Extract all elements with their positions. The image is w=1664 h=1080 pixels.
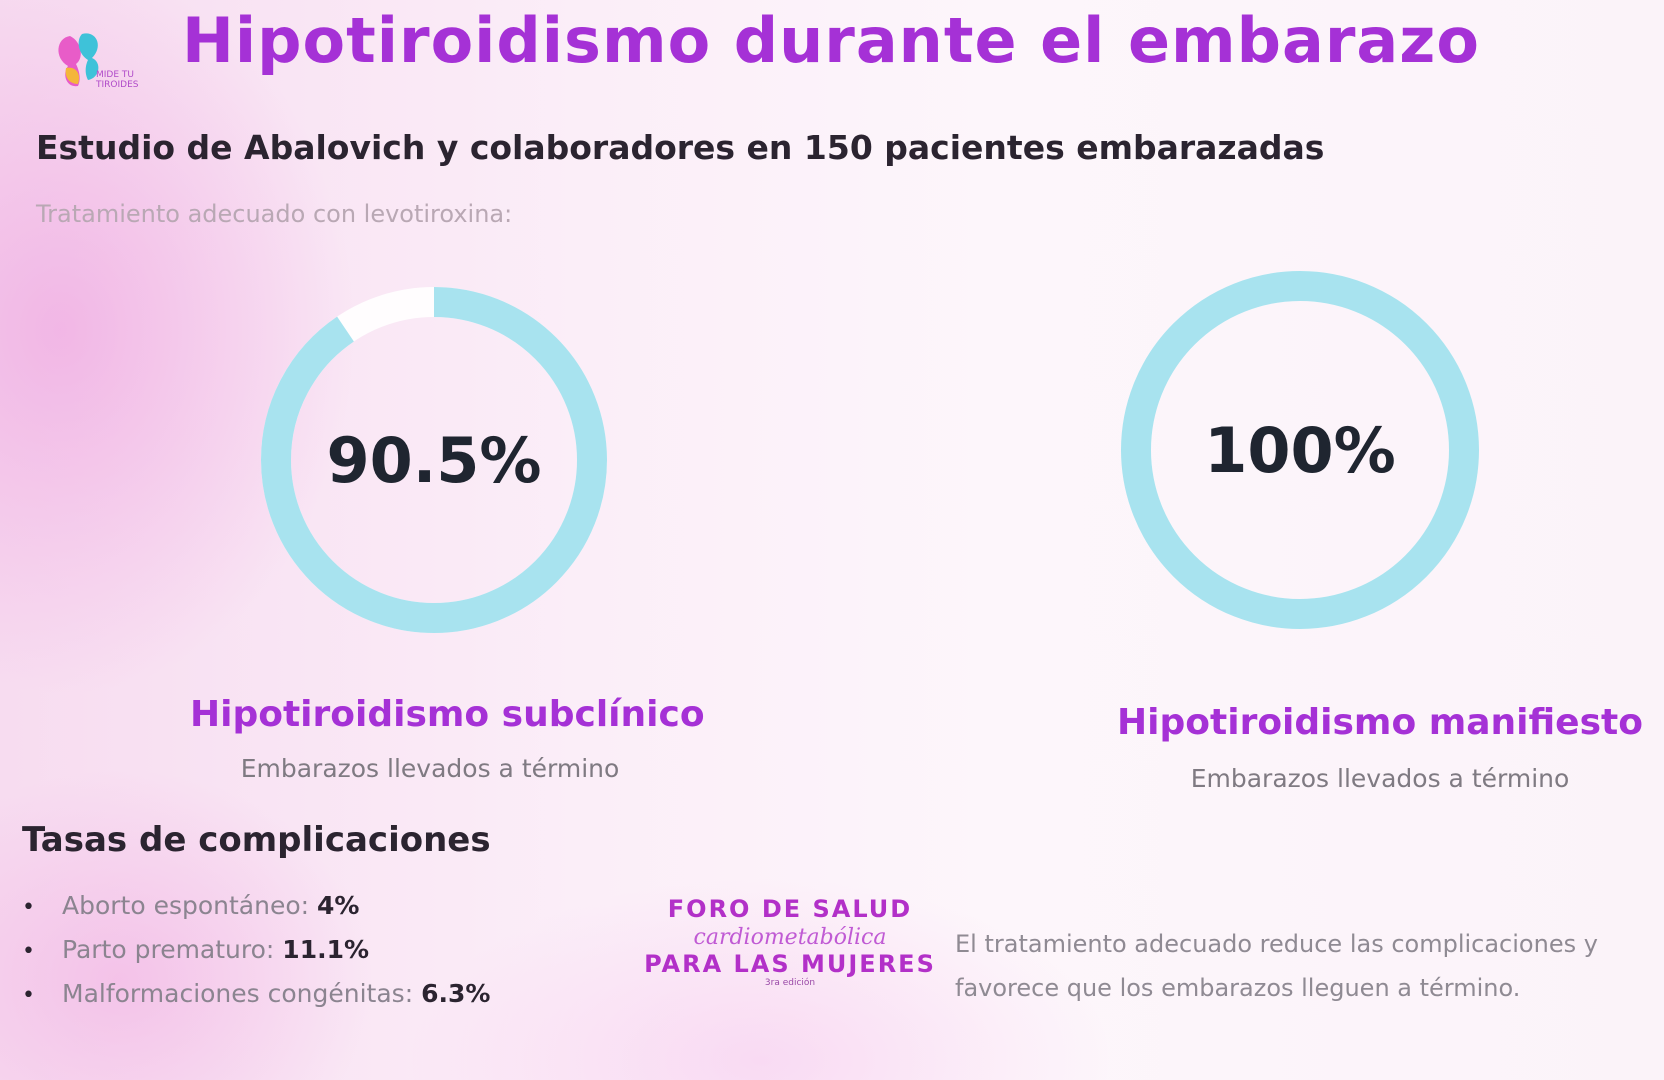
complication-label: Malformaciones congénitas:: [62, 979, 414, 1008]
donut-svg-subclinical: 90.5%: [261, 287, 607, 633]
foro-logo-edition: 3ra edición: [764, 978, 816, 988]
list-item: • Aborto espontáneo: 4%: [22, 884, 490, 928]
metric-subtitle-subclinical: Embarazos llevados a término: [240, 754, 620, 783]
logo-text: MIDE TU TIROIDES: [96, 70, 139, 90]
metric-title-manifest: Hipotiroidismo manifiesto: [1117, 702, 1643, 743]
complications-list: • Aborto espontáneo: 4% • Parto prematuro:…: [22, 884, 490, 1016]
mide-tu-tiroides-logo: [58, 33, 99, 87]
bullet-icon: •: [22, 939, 35, 964]
foro-logo-line1: FORO DE SALUD: [667, 895, 913, 923]
slide-title: Hipotiroidismo durante el embarazo: [182, 4, 1480, 77]
list-item: • Parto prematuro: 11.1%: [22, 928, 490, 972]
donut-arc-manifest: [1121, 271, 1479, 629]
bullet-icon: •: [22, 895, 35, 920]
donut-chart-manifest: 100%: [1110, 240, 1490, 680]
logo-petal-yellow: [65, 67, 80, 84]
complication-value: 11.1%: [282, 935, 370, 964]
donut-chart-subclinical: 90.5%: [244, 250, 624, 690]
treatment-caption: Tratamiento adecuado con levotiroxina:: [36, 200, 513, 228]
donut-value-subclinical: 90.5%: [326, 424, 541, 497]
complication-label: Aborto espontáneo:: [62, 891, 310, 920]
foro-logo-line2: cardiometabólica: [693, 925, 887, 950]
study-subtitle: Estudio de Abalovich y colaboradores en …: [36, 128, 1325, 167]
complication-value: 6.3%: [421, 979, 491, 1008]
complication-label: Parto prematuro:: [62, 935, 275, 964]
foro-logo-line3: PARA LAS MUJERES: [644, 950, 936, 978]
logo-petal-cyan: [78, 33, 99, 80]
complications-heading: Tasas de complicaciones: [22, 820, 491, 860]
complication-value: 4%: [317, 891, 360, 920]
donut-svg-manifest: 100%: [1121, 271, 1479, 629]
donut-arc-subclinical: [261, 287, 607, 633]
donut-value-manifest: 100%: [1204, 414, 1396, 487]
metric-title-subclinical: Hipotiroidismo subclínico: [190, 694, 705, 735]
foro-salud-logo: FORO DE SALUD cardiometabólica PARA LAS …: [640, 895, 940, 1055]
bullet-icon: •: [22, 983, 35, 1008]
list-item: • Malformaciones congénitas: 6.3%: [22, 972, 490, 1016]
metric-subtitle-manifest: Embarazos llevados a término: [1190, 764, 1570, 793]
conclusion-note: El tratamiento adecuado reduce las compl…: [955, 930, 1598, 1002]
